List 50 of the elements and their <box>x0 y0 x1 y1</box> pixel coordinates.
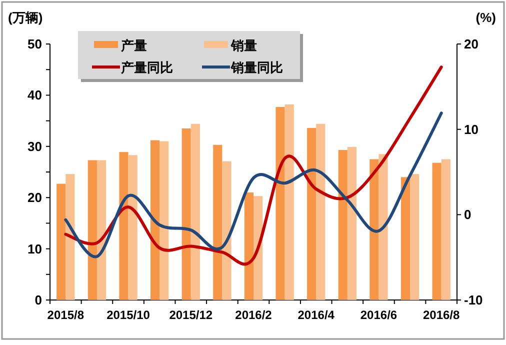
bar <box>182 128 191 300</box>
line-series <box>64 112 443 258</box>
bar <box>128 155 138 300</box>
bar <box>338 150 348 300</box>
bar <box>378 154 388 300</box>
x-tick-label: 2016/6 <box>360 308 398 322</box>
bar <box>284 104 294 300</box>
bar <box>88 160 97 300</box>
bar <box>96 160 106 300</box>
bar <box>400 177 410 300</box>
bar <box>370 159 379 300</box>
y-tick-label: 10 <box>28 241 42 256</box>
bar <box>213 144 222 300</box>
y2-tick-label: 0 <box>464 207 472 222</box>
y-tick-label: 40 <box>28 88 42 103</box>
bar <box>276 106 285 300</box>
y-tick-label: 50 <box>28 36 42 52</box>
y-axis-title: (万辆) <box>8 10 43 25</box>
bar <box>244 192 254 300</box>
y2-tick-label: -10 <box>464 292 483 308</box>
bar <box>222 161 232 300</box>
y-tick-label: 0 <box>34 292 42 308</box>
bar <box>410 174 420 300</box>
x-tick-label: 2016/8 <box>422 308 460 322</box>
bar <box>190 124 200 300</box>
legend-label: 产量 <box>120 38 147 53</box>
bar <box>432 162 442 300</box>
bar <box>150 140 160 300</box>
bar <box>307 128 316 300</box>
y2-tick-label: 20 <box>464 36 478 52</box>
bar <box>160 141 169 300</box>
y-tick-label: 30 <box>28 138 42 154</box>
bar <box>119 152 128 300</box>
x-tick-label: 2015/10 <box>106 308 150 322</box>
legend-label: 销量 <box>230 38 257 53</box>
x-tick-label: 2016/4 <box>298 308 335 322</box>
legend-label: 产量同比 <box>120 60 173 75</box>
x-tick-label: 2016/2 <box>235 308 272 322</box>
bar <box>56 184 66 300</box>
bar <box>347 146 356 300</box>
y2-axis-title: (%) <box>476 10 496 25</box>
bar <box>441 159 450 300</box>
y-tick-label: 20 <box>28 190 42 206</box>
legend-label: 销量同比 <box>230 60 283 75</box>
x-tick-label: 2015/8 <box>47 308 84 322</box>
y2-tick-label: 10 <box>464 122 478 137</box>
x-tick-label: 2015/12 <box>169 308 213 322</box>
bar <box>66 174 75 300</box>
bar <box>254 196 263 300</box>
bar <box>316 124 326 300</box>
